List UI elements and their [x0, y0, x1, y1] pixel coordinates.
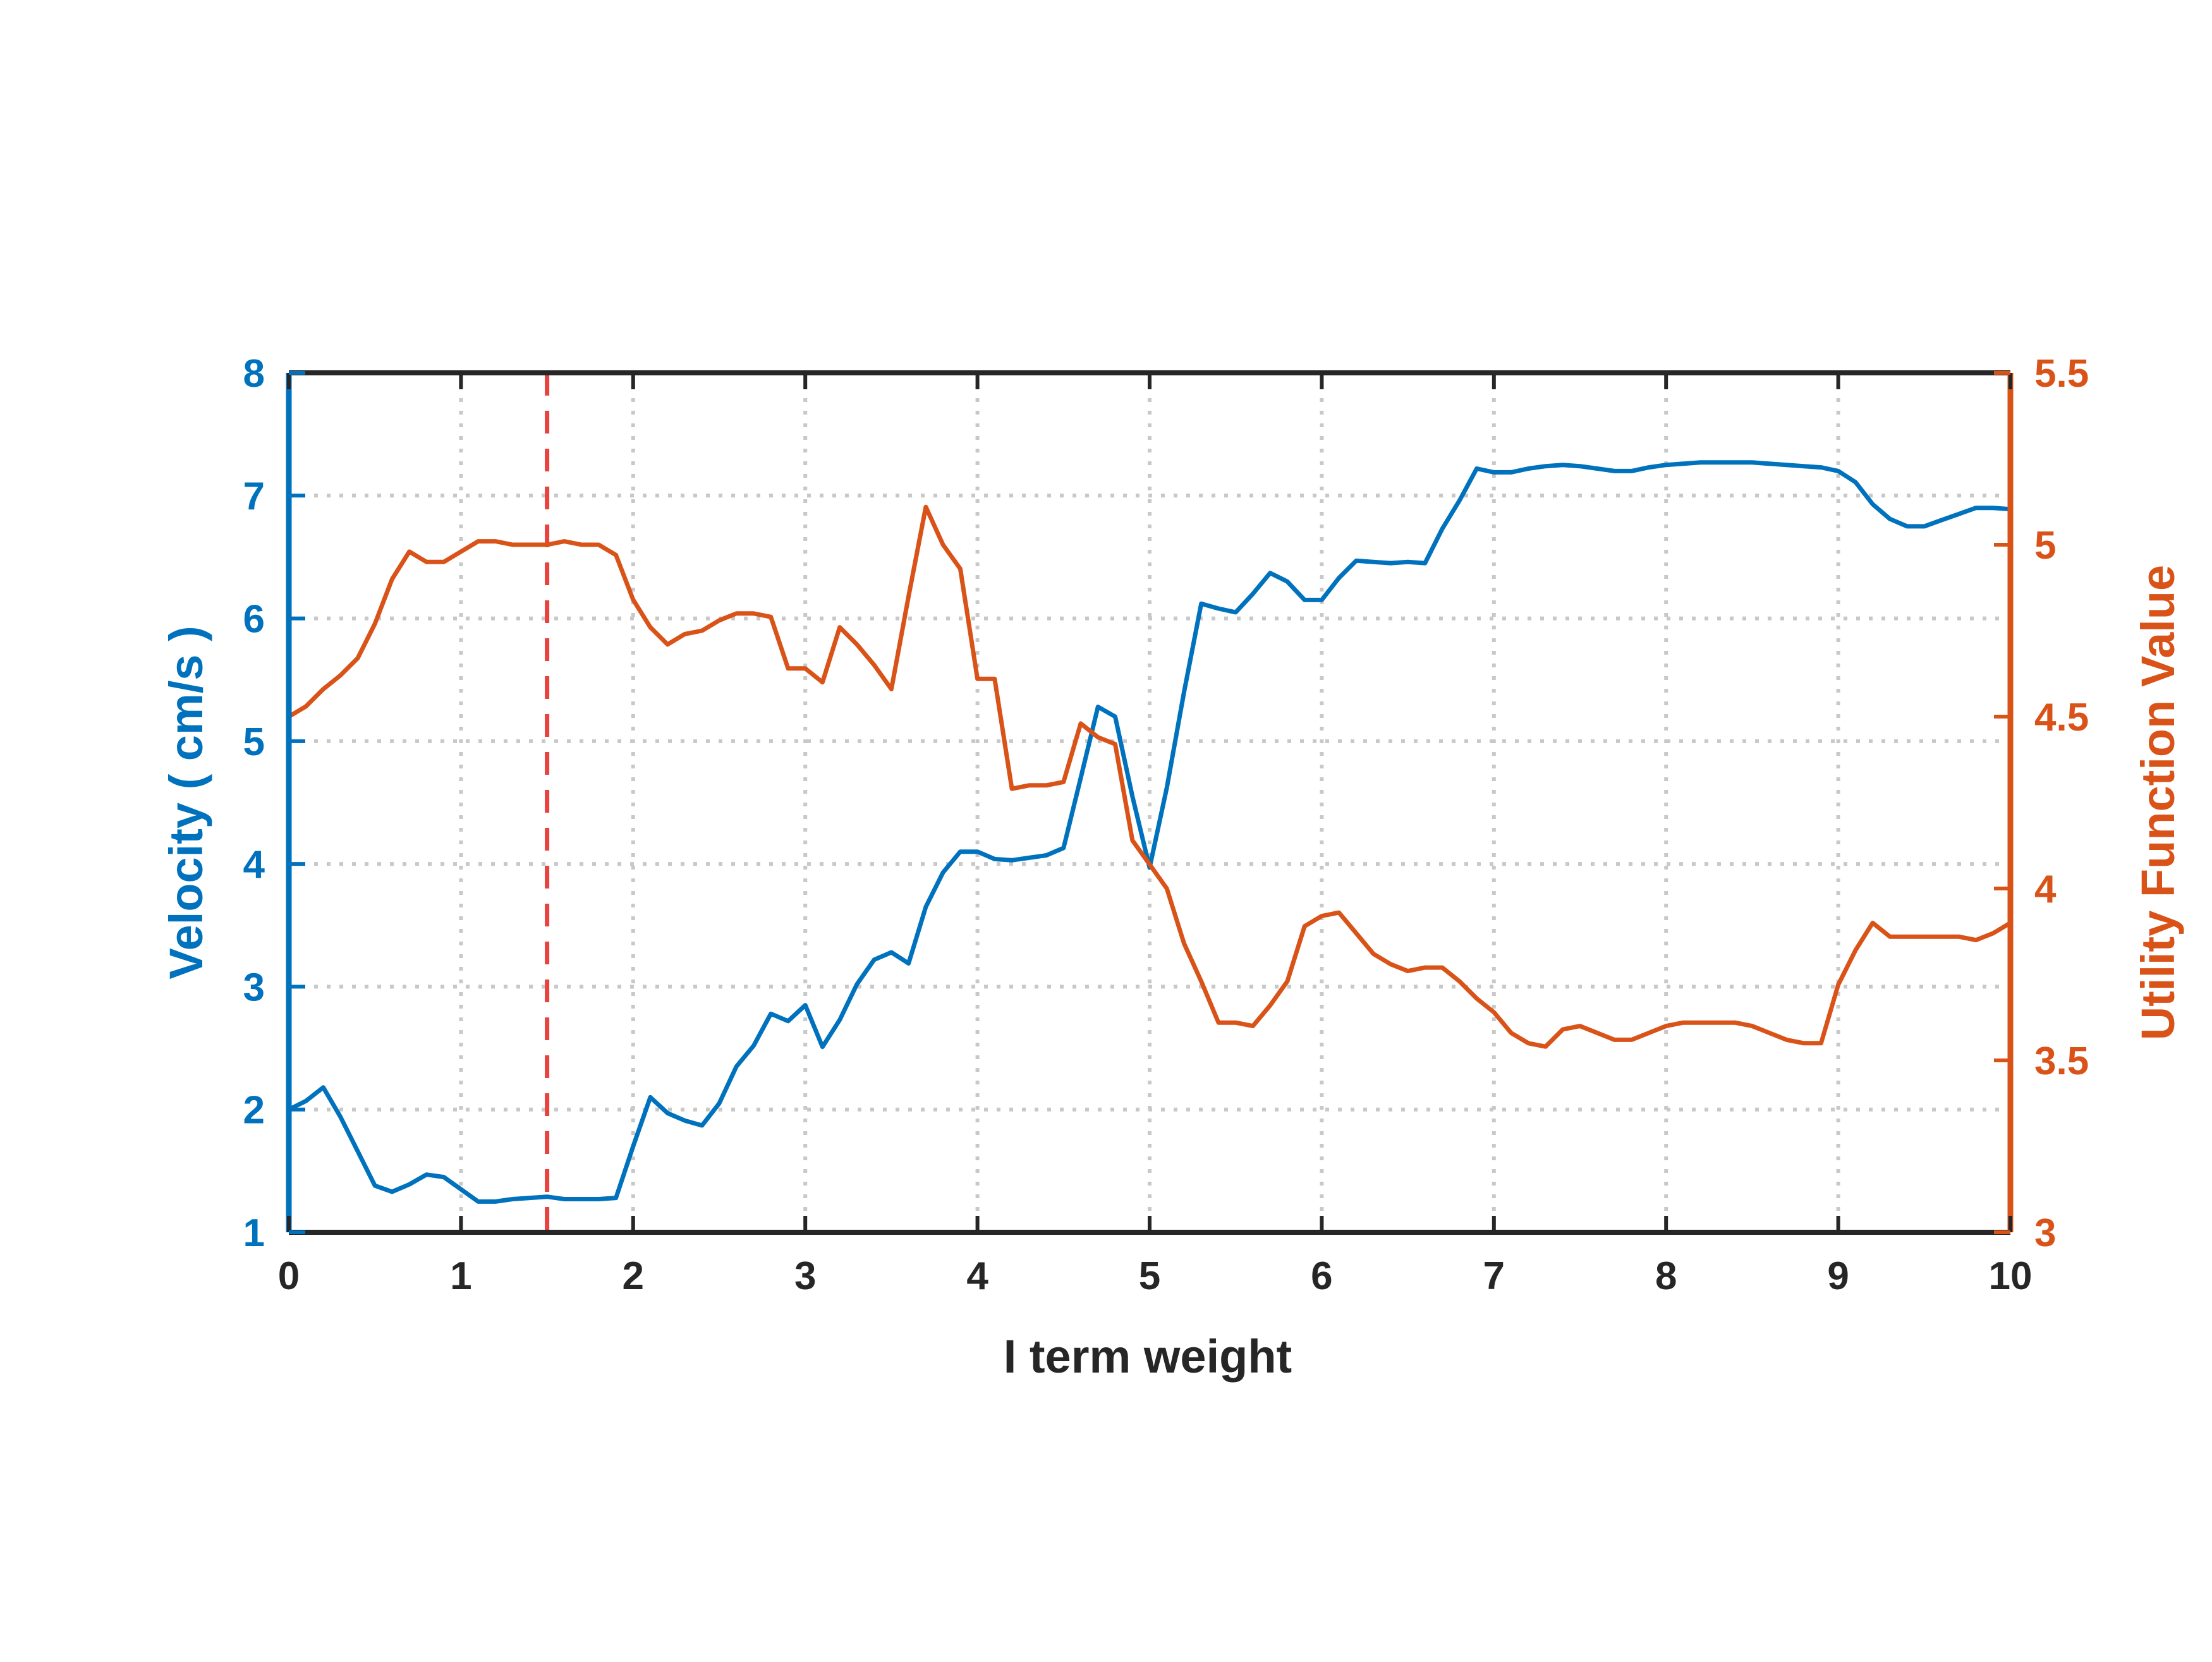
- x-tick-label: 7: [1483, 1254, 1505, 1298]
- x-tick-label: 9: [1827, 1254, 1849, 1298]
- x-tick-label: 3: [794, 1254, 816, 1298]
- label-layer: I term weight Velocity ( cm/s ) Utility …: [160, 565, 2184, 1383]
- left-y-tick-label: 6: [243, 598, 265, 641]
- x-tick-label: 1: [450, 1254, 471, 1298]
- right-y-tick-label: 3.5: [2034, 1040, 2089, 1083]
- x-tick-label: 10: [1989, 1254, 2033, 1298]
- utility-series-line: [288, 504, 2012, 1049]
- left-y-tick-label: 3: [243, 966, 265, 1009]
- left-y-tick-label: 1: [243, 1211, 265, 1255]
- left-y-axis-title: Velocity ( cm/s ): [160, 626, 212, 979]
- left-y-tick-label: 7: [243, 475, 265, 518]
- x-tick-label: 6: [1311, 1254, 1332, 1298]
- right-y-tick-label: 5: [2034, 524, 2056, 567]
- right-y-tick-label: 4: [2034, 868, 2057, 911]
- right-y-axis-title: Utility Function Value: [2132, 565, 2184, 1040]
- x-tick-label: 5: [1139, 1254, 1160, 1298]
- left-y-tick-label: 2: [243, 1089, 265, 1132]
- right-y-tick-label: 5.5: [2034, 352, 2089, 396]
- x-tick-label: 4: [966, 1254, 988, 1298]
- right-y-tick-label: 3: [2034, 1211, 2056, 1255]
- x-tick-label: 2: [623, 1254, 644, 1298]
- x-tick-label: 8: [1655, 1254, 1677, 1298]
- series-layer: [288, 373, 2012, 1232]
- right-y-tick-label: 4.5: [2034, 696, 2089, 739]
- x-axis-title: I term weight: [1004, 1330, 1292, 1383]
- left-y-tick-label: 4: [243, 843, 265, 887]
- left-y-tick-label: 5: [243, 720, 265, 764]
- left-y-tick-label: 8: [243, 352, 265, 396]
- x-tick-label: 0: [278, 1254, 300, 1298]
